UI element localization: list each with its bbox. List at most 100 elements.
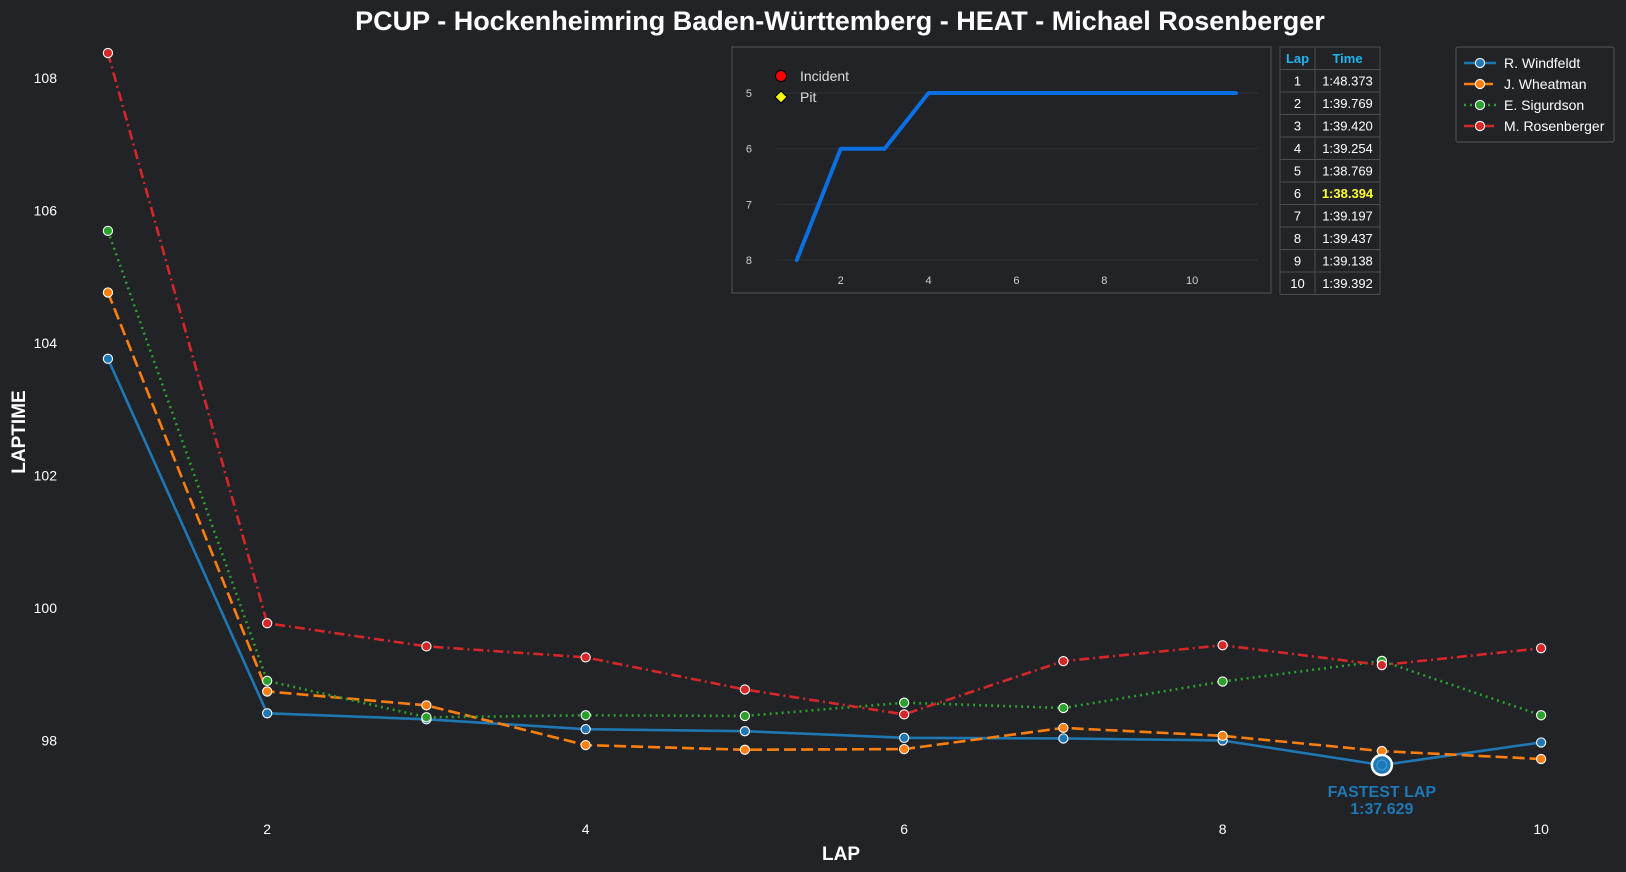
series-2-point: [421, 700, 432, 711]
series-4-point: [580, 652, 591, 663]
lap-number: 10: [1290, 276, 1304, 291]
lap-number: 8: [1294, 231, 1301, 246]
lap-time: 1:39.437: [1322, 231, 1373, 246]
x-tick-label: 4: [582, 821, 590, 837]
lap-number: 6: [1294, 186, 1301, 201]
series-3-point: [739, 710, 751, 722]
series-1-point: [898, 732, 910, 743]
table-cell: [1314, 271, 1381, 295]
y-tick-label: 102: [34, 467, 58, 483]
series-4-point: [421, 641, 432, 652]
x-tick-label: 8: [1219, 821, 1227, 837]
chart-title: PCUP - Hockenheimring Baden-Württemberg …: [355, 6, 1325, 36]
inset-x-tick-label: 8: [1101, 275, 1107, 287]
lap-time: 1:39.392: [1322, 276, 1373, 291]
inset-y-tick-label: 6: [746, 144, 752, 156]
inset-x-tick-label: 2: [838, 275, 844, 287]
legend-item-label: E. Sigurdson: [1504, 97, 1584, 113]
legend-item-label: R. Windfeldt: [1504, 55, 1580, 71]
y-tick-label: 104: [34, 335, 58, 351]
x-tick-label: 6: [900, 821, 908, 837]
series-1-point: [102, 353, 114, 364]
lap-time: 1:39.138: [1322, 254, 1373, 269]
series-3-point: [1217, 676, 1228, 687]
series-2-point: [262, 686, 273, 697]
series-2-point: [739, 744, 751, 755]
inset-y-tick-label: 5: [746, 88, 752, 100]
series-2-point: [898, 743, 910, 755]
y-tick-label: 100: [34, 600, 58, 616]
lap-time: 1:39.254: [1322, 141, 1373, 156]
series-4-point: [1217, 640, 1228, 651]
legend-swatch-marker: [1474, 120, 1486, 132]
fastest-lap-time: 1:37.629: [1350, 801, 1413, 818]
legend-item-label: J. Wheatman: [1504, 76, 1586, 92]
series-line-4: [106, 52, 1542, 716]
pit-marker-icon: [774, 90, 788, 104]
series-3-point: [421, 712, 432, 723]
series-4-point: [1058, 655, 1069, 667]
y-tick-label: 98: [41, 732, 57, 748]
series-4-point: [1535, 643, 1547, 654]
series-4-point: [102, 47, 114, 59]
series-1-point: [580, 724, 591, 735]
series-3-point: [102, 225, 114, 236]
inset-y-tick-label: 8: [746, 255, 752, 267]
table-header-label: Time: [1332, 51, 1362, 66]
series-2-point: [580, 739, 591, 751]
series-3-point: [898, 697, 910, 708]
series-3-point: [262, 675, 273, 686]
series-4-point: [262, 618, 273, 629]
lap-number: 5: [1294, 164, 1301, 179]
incident-marker-icon: [775, 70, 787, 82]
lap-number: 7: [1294, 209, 1301, 224]
inset-x-tick-label: 4: [925, 275, 931, 287]
inset-y-tick-label: 7: [746, 199, 752, 211]
lap-time: 1:39.197: [1322, 209, 1373, 224]
series-4-point: [898, 709, 910, 720]
x-axis-label: LAP: [822, 844, 860, 865]
legend-swatch-marker: [1474, 78, 1486, 90]
lap-number: 2: [1294, 96, 1301, 111]
series-line-3: [106, 230, 1542, 719]
table-header-label: Lap: [1286, 51, 1309, 66]
y-tick-label: 108: [34, 70, 58, 86]
series-1-point: [1058, 733, 1069, 744]
lap-time: 1:38.769: [1322, 164, 1373, 179]
series-4-point: [739, 684, 751, 695]
fastest-lap-label: FASTEST LAP: [1328, 784, 1437, 801]
position-line: [794, 91, 1239, 262]
legend-swatch-marker: [1474, 57, 1486, 69]
series-2-point: [1058, 722, 1069, 734]
y-axis-label: LAPTIME: [9, 390, 30, 473]
lap-number: 4: [1294, 141, 1301, 156]
series-4-point: [1376, 659, 1388, 671]
inset-x-tick-label: 6: [1013, 275, 1019, 287]
series-1-point: [1535, 737, 1547, 748]
legend-frame: [1455, 46, 1615, 143]
series-legend[interactable]: R. Windfeldt J. Wheatman E. Sigurdson M. Ro…: [1455, 46, 1615, 143]
lap-time-table: Lap Time 1 1:48.373 2 1:39.769 3 1:39.420 4 1:39.…: [1279, 46, 1381, 295]
series-3-point: [580, 710, 591, 721]
lap-number: 3: [1294, 119, 1301, 134]
lap-time: 1:39.769: [1322, 96, 1373, 111]
x-tick-label: 2: [263, 821, 271, 837]
inset-legend-label: Incident: [800, 68, 849, 84]
lap-number: 9: [1294, 254, 1301, 269]
lap-number: 1: [1294, 74, 1301, 89]
series-line-2: [106, 291, 1542, 761]
inset-frame: [731, 46, 1272, 294]
series-2-point: [1535, 753, 1547, 765]
inset-legend-label: Pit: [800, 89, 816, 105]
series-2-point: [1217, 730, 1228, 741]
series-1-point: [739, 726, 751, 737]
lap-time: 1:39.420: [1322, 119, 1373, 134]
legend-swatch-marker: [1474, 99, 1486, 111]
series-2-point: [102, 287, 114, 298]
x-tick-label: 10: [1533, 821, 1549, 837]
inset-x-tick-label: 10: [1186, 275, 1198, 287]
series-line-1: [106, 358, 1542, 767]
